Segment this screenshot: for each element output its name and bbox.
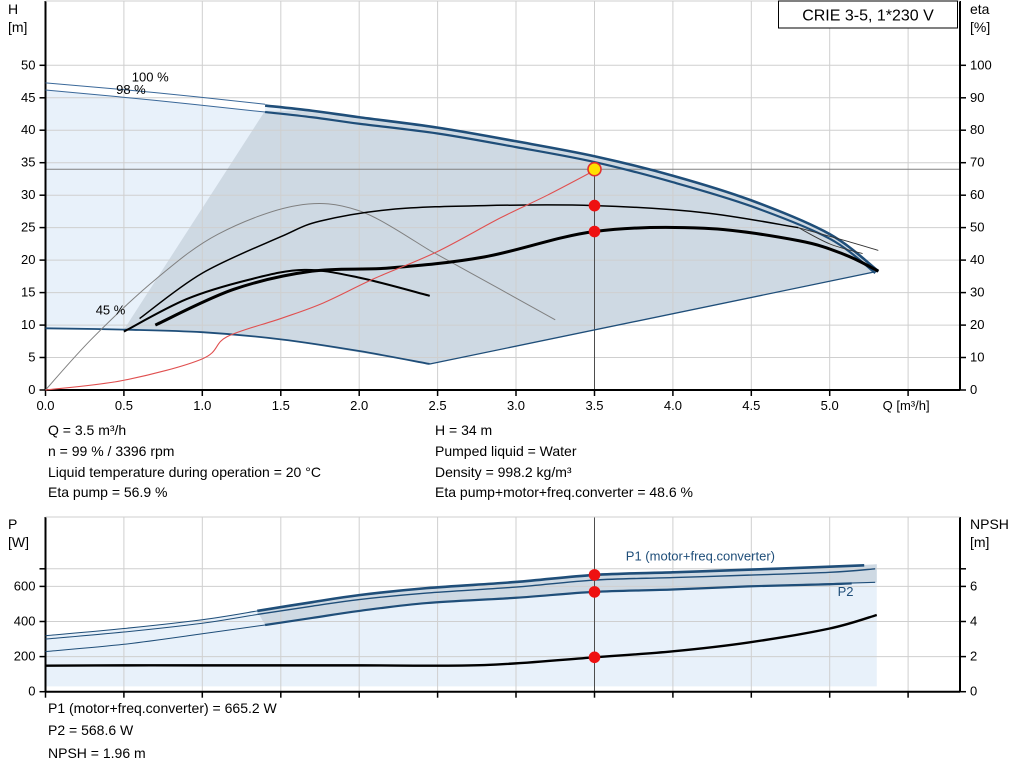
svg-text:Q [m³/h]: Q [m³/h] bbox=[883, 398, 930, 413]
svg-text:[%]: [%] bbox=[970, 19, 990, 35]
svg-text:40: 40 bbox=[970, 252, 984, 267]
svg-text:45: 45 bbox=[21, 90, 35, 105]
svg-text:NPSH: NPSH bbox=[970, 516, 1009, 532]
svg-text:5.0: 5.0 bbox=[821, 398, 839, 413]
svg-text:n = 99 % / 3396 rpm: n = 99 % / 3396 rpm bbox=[48, 443, 174, 459]
svg-text:Liquid temperature during oper: Liquid temperature during operation = 20… bbox=[48, 464, 321, 480]
svg-text:70: 70 bbox=[970, 155, 984, 170]
svg-text:98 %: 98 % bbox=[116, 82, 146, 97]
svg-text:[m]: [m] bbox=[970, 534, 989, 550]
svg-text:NPSH = 1.96 m: NPSH = 1.96 m bbox=[48, 745, 146, 761]
svg-text:[W]: [W] bbox=[8, 534, 29, 550]
svg-text:2.0: 2.0 bbox=[350, 398, 368, 413]
svg-text:200: 200 bbox=[14, 649, 36, 664]
svg-text:100: 100 bbox=[970, 57, 992, 72]
svg-text:30: 30 bbox=[970, 285, 984, 300]
svg-text:0: 0 bbox=[28, 382, 35, 397]
svg-text:4: 4 bbox=[970, 614, 977, 629]
svg-text:20: 20 bbox=[21, 252, 35, 267]
svg-text:25: 25 bbox=[21, 220, 35, 235]
svg-text:30: 30 bbox=[21, 187, 35, 202]
svg-text:Eta pump = 56.9 %: Eta pump = 56.9 % bbox=[48, 484, 167, 500]
svg-text:10: 10 bbox=[970, 350, 984, 365]
svg-text:4.0: 4.0 bbox=[664, 398, 682, 413]
svg-text:[m]: [m] bbox=[8, 19, 27, 35]
svg-text:0.0: 0.0 bbox=[36, 398, 54, 413]
svg-text:Q = 3.5 m³/h: Q = 3.5 m³/h bbox=[48, 422, 126, 438]
svg-text:35: 35 bbox=[21, 155, 35, 170]
svg-text:P2: P2 bbox=[838, 584, 854, 599]
svg-text:15: 15 bbox=[21, 285, 35, 300]
svg-text:6: 6 bbox=[970, 578, 977, 593]
svg-text:0.5: 0.5 bbox=[115, 398, 133, 413]
svg-text:4.5: 4.5 bbox=[742, 398, 760, 413]
svg-text:2: 2 bbox=[970, 649, 977, 664]
svg-text:H = 34 m: H = 34 m bbox=[435, 422, 492, 438]
svg-text:40: 40 bbox=[21, 122, 35, 137]
svg-text:10: 10 bbox=[21, 317, 35, 332]
svg-text:P: P bbox=[8, 516, 17, 532]
svg-text:2.5: 2.5 bbox=[429, 398, 447, 413]
svg-text:1.0: 1.0 bbox=[193, 398, 211, 413]
svg-text:90: 90 bbox=[970, 90, 984, 105]
svg-text:P2 = 568.6 W: P2 = 568.6 W bbox=[48, 722, 134, 738]
svg-text:CRIE 3-5, 1*230 V: CRIE 3-5, 1*230 V bbox=[802, 8, 934, 25]
svg-text:20: 20 bbox=[970, 317, 984, 332]
svg-text:50: 50 bbox=[970, 220, 984, 235]
svg-text:Eta pump+motor+freq.converter: Eta pump+motor+freq.converter = 48.6 % bbox=[435, 484, 693, 500]
svg-text:3.0: 3.0 bbox=[507, 398, 525, 413]
svg-text:0: 0 bbox=[28, 684, 35, 699]
svg-text:H: H bbox=[8, 1, 18, 17]
svg-text:Density = 998.2 kg/m³: Density = 998.2 kg/m³ bbox=[435, 464, 572, 480]
svg-text:3.5: 3.5 bbox=[585, 398, 603, 413]
svg-text:45 %: 45 % bbox=[96, 303, 126, 318]
svg-text:P1 (motor+freq.converter): P1 (motor+freq.converter) bbox=[626, 548, 775, 563]
svg-text:0: 0 bbox=[970, 382, 977, 397]
svg-text:80: 80 bbox=[970, 122, 984, 137]
svg-text:400: 400 bbox=[14, 614, 36, 629]
svg-text:eta: eta bbox=[970, 1, 990, 17]
svg-text:Pumped liquid = Water: Pumped liquid = Water bbox=[435, 443, 577, 459]
svg-text:0: 0 bbox=[970, 684, 977, 699]
svg-text:P1 (motor+freq.converter) = 66: P1 (motor+freq.converter) = 665.2 W bbox=[48, 700, 278, 716]
svg-text:5: 5 bbox=[28, 350, 35, 365]
svg-text:50: 50 bbox=[21, 57, 35, 72]
svg-text:60: 60 bbox=[970, 187, 984, 202]
svg-text:600: 600 bbox=[14, 578, 36, 593]
svg-text:1.5: 1.5 bbox=[272, 398, 290, 413]
